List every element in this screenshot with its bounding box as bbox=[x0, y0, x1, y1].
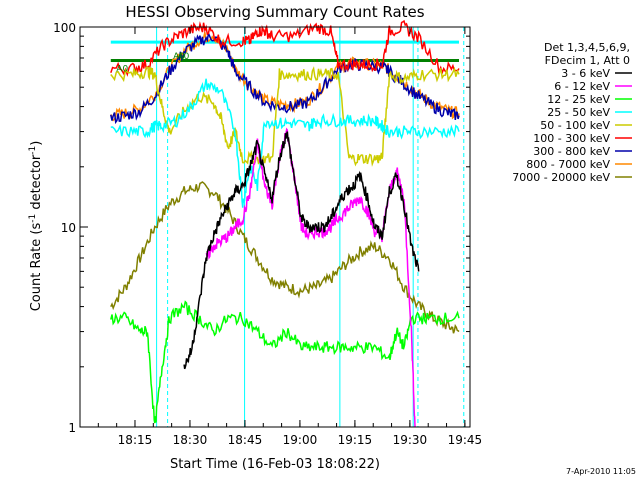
series-line bbox=[205, 127, 416, 428]
legend-entry-label: 3 - 6 keV bbox=[561, 67, 610, 80]
x-tick-label: 19:15 bbox=[338, 433, 373, 447]
legend-entry-label: 6 - 12 keV bbox=[554, 80, 610, 93]
ticks: 18:15 18:30 18:45 19:00 19:15 19:30 19:45 1 10 10… bbox=[53, 21, 482, 447]
series-line bbox=[110, 78, 460, 208]
legend-entry-label: 12 - 25 keV bbox=[547, 93, 610, 106]
legend-header-2: FDecim 1, Att 0 bbox=[545, 54, 630, 67]
svg-text:Count Rate (s-1 detector-1): Count Rate (s-1 detector-1) bbox=[28, 141, 44, 312]
series-line bbox=[110, 19, 460, 77]
legend-entry-label: 25 - 50 keV bbox=[547, 106, 610, 119]
y-tick-label: 100 bbox=[53, 21, 76, 35]
x-tick-label: 18:30 bbox=[173, 433, 208, 447]
y-label-tail: detector bbox=[29, 154, 44, 214]
y-tick-label: 1 bbox=[68, 421, 76, 435]
x-tick-label: 19:00 bbox=[283, 433, 318, 447]
legend: Det 1,3,4,5,6,9, FDecim 1, Att 0 3 - 6 k… bbox=[512, 41, 632, 184]
x-tick-label: 19:45 bbox=[448, 433, 483, 447]
legend-entry-label: 800 - 7000 keV bbox=[526, 158, 610, 171]
series-line bbox=[183, 131, 420, 370]
annotation-label: A0 bbox=[178, 52, 190, 62]
y-tick-label: 10 bbox=[61, 221, 76, 235]
x-tick-label: 18:15 bbox=[118, 433, 153, 447]
annotation-label: A0 bbox=[173, 52, 185, 62]
y-label-close: ) bbox=[29, 141, 44, 146]
timestamp: 7-Apr-2010 11:05 bbox=[566, 467, 636, 476]
legend-entry-label: 50 - 100 keV bbox=[540, 119, 610, 132]
chart-title: HESSI Observing Summary Count Rates bbox=[125, 3, 424, 21]
y-axis-label: Count Rate (s-1 detector-1) bbox=[28, 141, 44, 312]
annotation-label: A0 bbox=[116, 64, 128, 74]
legend-entry-label: 100 - 300 keV bbox=[533, 132, 610, 145]
x-tick-label: 18:45 bbox=[228, 433, 263, 447]
y-label-sup: -1 bbox=[28, 214, 38, 223]
x-axis-label: Start Time (16-Feb-03 18:08:22) bbox=[170, 457, 380, 472]
y-label-tail-sup: -1 bbox=[28, 146, 38, 155]
x-tick-label: 19:30 bbox=[393, 433, 428, 447]
y-label-main: Count Rate (s bbox=[29, 223, 44, 312]
series-line bbox=[110, 300, 460, 424]
series-line bbox=[110, 181, 460, 334]
series-line bbox=[110, 30, 460, 125]
legend-header-1: Det 1,3,4,5,6,9, bbox=[544, 41, 630, 54]
legend-entry-label: 7000 - 20000 keV bbox=[512, 171, 610, 184]
legend-entry-label: 300 - 800 keV bbox=[533, 145, 610, 158]
